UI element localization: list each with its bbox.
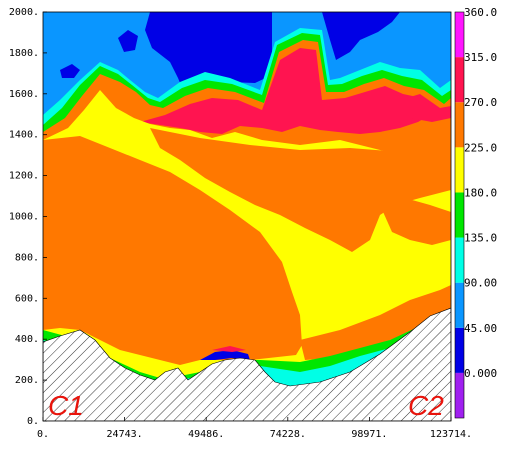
colorbar-label: 315.0 bbox=[464, 51, 497, 64]
y-tick-label: 1600. bbox=[9, 89, 39, 100]
region-top-patch bbox=[118, 30, 138, 52]
annotation-c1: C1 bbox=[48, 390, 84, 421]
x-tick-label: 0. bbox=[37, 429, 49, 440]
colorbar-label: 225.0 bbox=[464, 141, 497, 154]
colorbar-bin bbox=[455, 57, 464, 103]
y-tick-label: 1400. bbox=[9, 130, 39, 141]
colorbar-label: 90.00 bbox=[464, 277, 497, 290]
region-band-orange-lower bbox=[43, 136, 302, 365]
colorbar-bin bbox=[455, 237, 464, 283]
colorbar-bin bbox=[455, 282, 464, 328]
y-axis: 0. 200. 400. 600. 800. 1000. 1200. 1400. 1600. 18… bbox=[9, 7, 47, 427]
y-tick-label: 600. bbox=[15, 293, 39, 304]
region-band-blue-lower bbox=[200, 350, 250, 360]
y-tick-label: 200. bbox=[15, 375, 39, 386]
y-tick-label: 0. bbox=[27, 416, 39, 427]
region-band-orange-right bbox=[300, 285, 451, 360]
region-band-red bbox=[140, 48, 430, 134]
colorbar-bin bbox=[455, 102, 464, 148]
y-tick-label: 800. bbox=[15, 252, 39, 263]
colorbar-frame bbox=[454, 11, 465, 419]
colorbar-bin bbox=[455, 372, 464, 418]
y-tick-label: 1000. bbox=[9, 212, 39, 223]
colorbar-bin bbox=[455, 192, 464, 238]
y-tick-label: 1800. bbox=[9, 48, 39, 59]
x-tick-label: 74228. bbox=[270, 429, 306, 440]
region-top-patch bbox=[60, 64, 80, 78]
x-axis: 0. 24743. 49486. 74228. 98971. 123714. bbox=[37, 417, 472, 440]
colorbar-label: 360.0 bbox=[464, 6, 497, 19]
colorbar-label: 45.00 bbox=[464, 322, 497, 335]
colorbar-label: 135.0 bbox=[464, 232, 497, 245]
x-tick-label: 123714. bbox=[430, 429, 472, 440]
colorbar-label: 270.0 bbox=[464, 96, 497, 109]
y-tick-label: 2000. bbox=[9, 7, 39, 18]
annotation-c2: C2 bbox=[408, 390, 444, 421]
colorbar-bin bbox=[455, 327, 464, 373]
y-tick-label: 1200. bbox=[9, 171, 39, 182]
colorbar-label: 180.0 bbox=[464, 186, 497, 199]
x-tick-label: 49486. bbox=[188, 429, 224, 440]
contour-fields bbox=[43, 12, 451, 421]
terrain bbox=[43, 307, 451, 421]
colorbar-bin bbox=[455, 12, 464, 58]
region-top-patch bbox=[150, 12, 172, 42]
colorbar: 0.000 45.00 90.00 135.0 180.0 225.0 270.0 315.0… bbox=[454, 6, 497, 419]
region-band-orange-stripe bbox=[150, 128, 451, 252]
x-tick-label: 24743. bbox=[107, 429, 143, 440]
region-band-red-lower bbox=[212, 346, 246, 352]
region-band-orange-tongue bbox=[380, 198, 451, 245]
x-tick-label: 98971. bbox=[351, 429, 387, 440]
colorbar-bin bbox=[455, 147, 464, 193]
y-tick-label: 400. bbox=[15, 334, 39, 345]
region-band-red-patch bbox=[400, 94, 451, 122]
colorbar-label: 0.000 bbox=[464, 367, 497, 380]
